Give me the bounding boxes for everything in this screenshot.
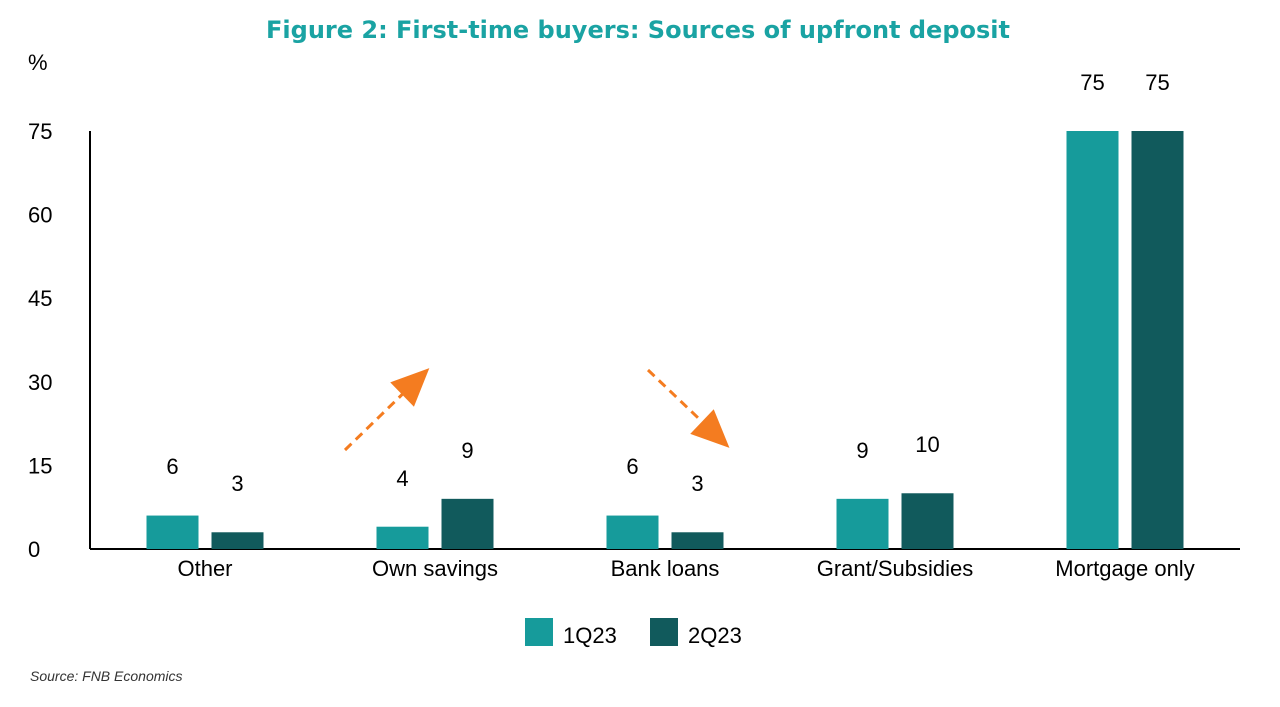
y-axis-ticks: 0 15 30 45 60 75 (28, 119, 52, 562)
trend-arrow-up (343, 368, 430, 452)
y-tick-label: 0 (28, 537, 40, 562)
legend-swatch (650, 618, 678, 646)
data-label: 6 (166, 454, 178, 479)
bar-1Q23-own-savings (376, 526, 429, 549)
data-label: 3 (691, 471, 703, 496)
x-category-label: Mortgage only (1055, 556, 1194, 581)
bars-group (146, 131, 1184, 549)
y-tick-label: 75 (28, 119, 52, 144)
data-label: 4 (396, 466, 408, 491)
data-label: 9 (856, 438, 868, 463)
legend-label: 1Q23 (563, 623, 617, 648)
legend: 1Q23 2Q23 (525, 618, 742, 648)
legend-label: 2Q23 (688, 623, 742, 648)
y-axis-unit-label: % (28, 50, 48, 75)
legend-swatch (525, 618, 553, 646)
x-category-label: Own savings (372, 556, 498, 581)
data-label: 10 (915, 432, 939, 457)
bar-2Q23-own-savings (441, 498, 494, 549)
data-label: 75 (1080, 70, 1104, 95)
bar-1Q23-bank-loans (606, 515, 659, 549)
y-tick-label: 15 (28, 453, 52, 478)
trend-arrow-down (646, 368, 730, 448)
data-label: 9 (461, 438, 473, 463)
data-label: 3 (231, 471, 243, 496)
trend-arrows-group (343, 368, 730, 452)
bar-2Q23-other (211, 532, 264, 549)
bar-2Q23-mortgage-only (1131, 131, 1184, 549)
y-tick-label: 45 (28, 286, 52, 311)
bar-1Q23-grant-subsidies (836, 498, 889, 549)
y-tick-label: 60 (28, 203, 52, 228)
source-note: Source: FNB Economics (30, 668, 183, 684)
bar-2Q23-bank-loans (671, 532, 724, 549)
bar-1Q23-mortgage-only (1066, 131, 1119, 549)
data-labels-group: 6 3 4 9 6 3 9 10 75 75 (166, 70, 1169, 496)
bar-1Q23-other (146, 515, 199, 549)
x-category-label: Grant/Subsidies (817, 556, 974, 581)
x-category-label: Bank loans (611, 556, 720, 581)
bar-2Q23-grant-subsidies (901, 493, 954, 549)
data-label: 75 (1145, 70, 1169, 95)
y-tick-label: 30 (28, 370, 52, 395)
category-labels-group: Other Own savings Bank loans Grant/Subsidie… (177, 556, 1194, 581)
data-label: 6 (626, 454, 638, 479)
x-category-label: Other (177, 556, 232, 581)
chart-title: Figure 2: First-time buyers: Sources of … (266, 16, 1010, 44)
